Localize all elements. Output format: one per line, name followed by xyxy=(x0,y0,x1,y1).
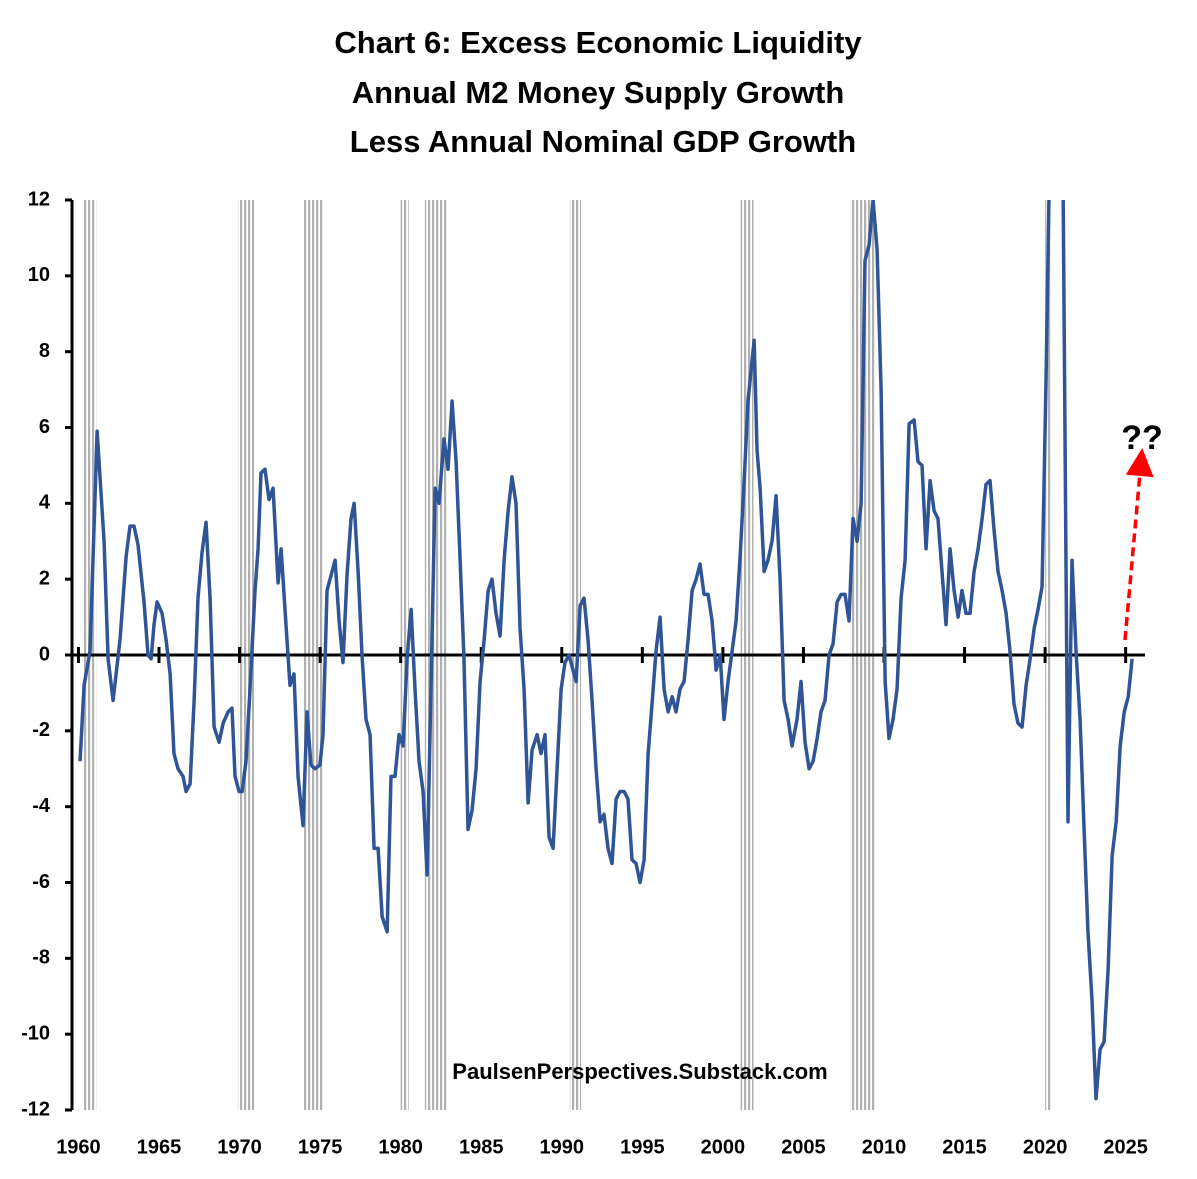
x-tick-label: 1980 xyxy=(378,1136,423,1158)
x-tick-label: 2015 xyxy=(942,1136,987,1158)
x-tick-label: 1975 xyxy=(298,1136,343,1158)
x-tick-label: 1960 xyxy=(56,1136,101,1158)
y-tick-label: -10 xyxy=(21,1022,50,1044)
axes: -12 -10 -8 -6 -4 -2 0 2 4 6 8 10 12 1960 1965 1970 1975 1… xyxy=(21,188,1148,1158)
y-tick-label: 12 xyxy=(28,188,50,210)
y-tick-label: -12 xyxy=(21,1098,50,1120)
chart-title: Annual M2 Money Supply Growth xyxy=(352,75,845,110)
x-tick-label: 1970 xyxy=(217,1136,262,1158)
y-tick-label: 10 xyxy=(28,264,50,286)
y-tick-label: 0 xyxy=(39,643,50,665)
y-tick-label: -2 xyxy=(32,719,50,741)
x-tick-label: 1990 xyxy=(540,1136,585,1158)
arrow xyxy=(1123,448,1154,641)
x-tick-label: 1985 xyxy=(459,1136,504,1158)
series xyxy=(78,200,1134,1101)
source: PaulsenPerspectives.Substack.com xyxy=(452,1059,827,1084)
x-tick-label: 1965 xyxy=(137,1136,182,1158)
x-tick-label: 2000 xyxy=(701,1136,746,1158)
y-tick-label: -8 xyxy=(32,947,50,969)
x-tick-label: 2005 xyxy=(781,1136,826,1158)
chart-title: Less Annual Nominal GDP Growth xyxy=(350,124,856,159)
x-tick-label: 2010 xyxy=(862,1136,907,1158)
y-tick-label: -6 xyxy=(32,871,50,893)
y-tick-label: 6 xyxy=(39,416,50,438)
y-tick-label: 2 xyxy=(39,567,50,589)
y-tick-label: 4 xyxy=(39,492,51,514)
data-line xyxy=(78,200,1134,1101)
x-tick-label: 2025 xyxy=(1103,1136,1148,1158)
y-tick-label: 8 xyxy=(39,340,50,362)
annotation: ?? xyxy=(1121,419,1163,457)
y-tick-label: -4 xyxy=(32,795,51,817)
x-tick-label: 1995 xyxy=(620,1136,665,1158)
x-tick-label: 2020 xyxy=(1023,1136,1068,1158)
chart-title: Chart 6: Excess Economic Liquidity xyxy=(334,25,862,60)
